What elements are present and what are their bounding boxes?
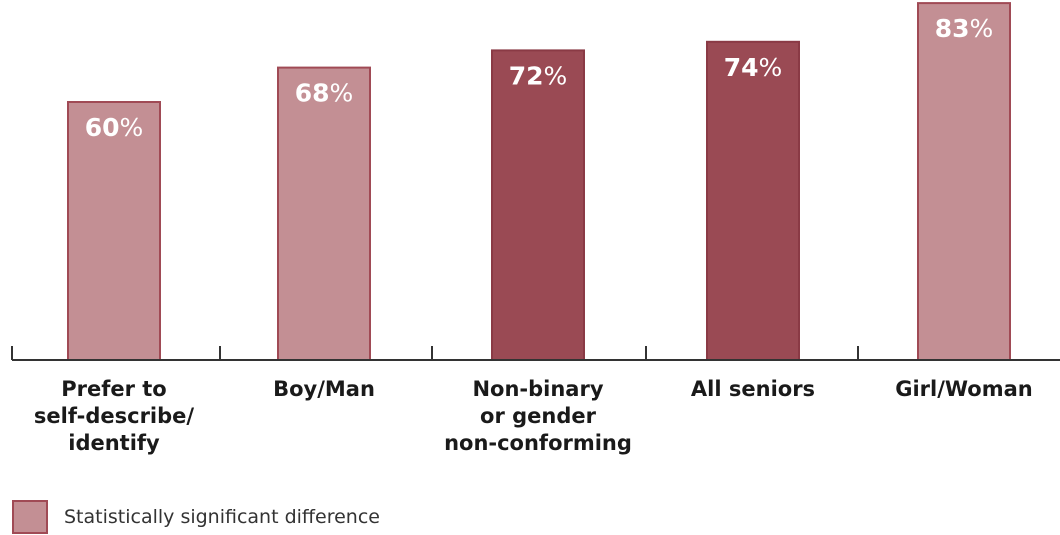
value-label-4: 83% <box>935 14 994 43</box>
category-label-3: All seniors <box>691 377 815 401</box>
category-label-2: Non-binary or gender non-conforming <box>444 377 632 455</box>
category-labels-group: Prefer to self-describe/identify Boy/Man No… <box>34 377 1033 455</box>
category-label-1: Boy/Man <box>273 377 375 401</box>
legend-label: Statistically significant difference <box>64 506 380 528</box>
category-label-4: Girl/Woman <box>895 377 1033 401</box>
value-label-1: 68% <box>295 79 354 108</box>
bar-3 <box>706 40 800 362</box>
bar-4 <box>917 2 1011 361</box>
bar-1 <box>277 66 371 361</box>
value-label-0: 60% <box>85 113 144 142</box>
value-label-2: 72% <box>509 61 568 90</box>
value-label-3: 74% <box>724 53 783 82</box>
bars-group <box>67 2 1011 362</box>
legend-swatch-significant <box>12 500 48 534</box>
bar-0 <box>67 101 161 361</box>
bar-2 <box>491 49 585 362</box>
category-label-0: Prefer to self-describe/identify <box>34 377 194 455</box>
value-labels-group: 60% 68% 72% 74% 83% <box>85 14 994 142</box>
x-axis <box>11 346 1060 361</box>
legend: Statistically significant difference <box>12 499 380 535</box>
